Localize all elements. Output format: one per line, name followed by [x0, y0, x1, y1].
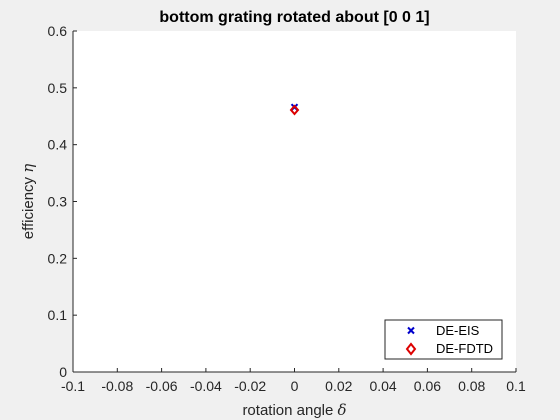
y-tick-label: 0.4: [48, 137, 68, 153]
x-tick-label: 0: [291, 378, 299, 394]
y-tick-label: 0.5: [48, 80, 68, 96]
legend-label-de-fdtd: DE-FDTD: [436, 341, 493, 356]
legend: DE-EIS DE-FDTD: [385, 320, 502, 359]
y-tick-label: 0: [59, 364, 67, 380]
x-axis-label-symbol: δ: [338, 401, 347, 419]
x-tick-label: -0.08: [101, 378, 133, 394]
y-axis-label-text: efficiency: [20, 176, 37, 239]
x-tick-label: 0.1: [506, 378, 526, 394]
x-tick-label: 0.06: [414, 378, 441, 394]
x-axis-label: rotation angle δ: [242, 401, 346, 419]
x-tick-label: -0.04: [190, 378, 222, 394]
x-tick-label: -0.06: [146, 378, 178, 394]
x-tick-label: 0.08: [458, 378, 485, 394]
y-axis-label-symbol: η: [19, 164, 37, 173]
x-tick-label: 0.02: [325, 378, 352, 394]
legend-label-de-eis: DE-EIS: [436, 323, 480, 338]
x-axis-label-text: rotation angle: [242, 402, 333, 419]
x-tick-label: 0.04: [369, 378, 396, 394]
chart-title: bottom grating rotated about [0 0 1]: [159, 9, 429, 26]
x-tick-label: -0.02: [234, 378, 266, 394]
y-tick-label: 0.1: [48, 307, 68, 323]
x-tick-label: -0.1: [61, 378, 85, 394]
y-tick-label: 0.2: [48, 250, 68, 266]
y-tick-label: 0.3: [48, 194, 68, 210]
y-axis-label: efficiency η: [19, 164, 37, 239]
y-tick-label: 0.6: [48, 23, 68, 39]
